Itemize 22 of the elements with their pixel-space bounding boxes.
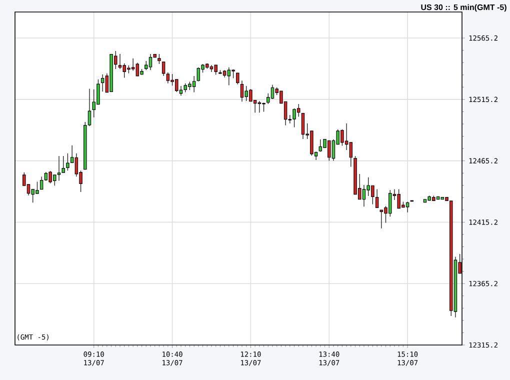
candlestick xyxy=(57,156,61,182)
candlestick xyxy=(406,201,410,213)
candlestick xyxy=(62,156,65,173)
candlestick xyxy=(222,70,226,78)
candlestick xyxy=(227,67,231,86)
candlestick xyxy=(240,80,244,102)
candlestick xyxy=(166,72,170,84)
candlestick xyxy=(192,76,196,93)
candlestick xyxy=(375,189,379,208)
candlestick xyxy=(380,210,384,229)
candlestick xyxy=(210,64,214,72)
candlestick xyxy=(362,184,366,207)
candlestick xyxy=(196,67,200,81)
candlestick xyxy=(236,72,240,85)
candlestick xyxy=(136,62,140,76)
chart-title: US 30 :: 5 min(GMT -5) xyxy=(421,4,506,12)
candlestick xyxy=(301,112,305,140)
candlestick xyxy=(349,142,353,168)
candlestick xyxy=(148,54,152,70)
candlestick xyxy=(270,84,274,99)
candlestick xyxy=(162,62,166,76)
candlestick xyxy=(66,153,70,171)
